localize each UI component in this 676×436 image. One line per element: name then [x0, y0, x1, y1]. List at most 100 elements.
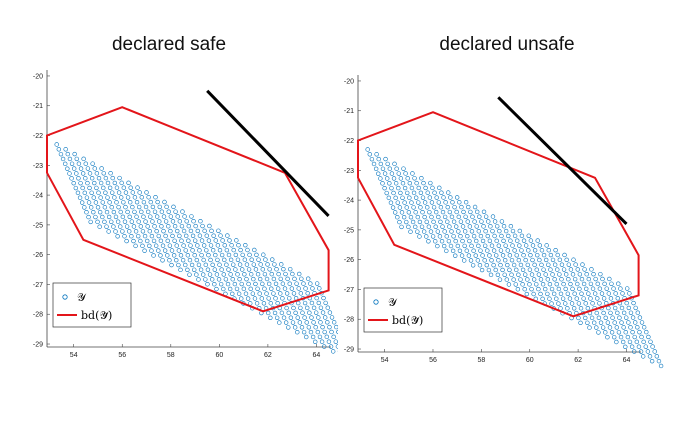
scatter-point: [198, 267, 204, 272]
scatter-point: [376, 171, 381, 176]
legend-marker-circle: [62, 294, 68, 300]
scatter-point: [460, 224, 466, 229]
scatter-point: [465, 233, 470, 239]
scatter-point: [293, 310, 298, 315]
legend-box: [52, 282, 132, 328]
scatter-point: [374, 152, 379, 157]
scatter-point: [226, 267, 231, 272]
scatter-point: [180, 209, 185, 214]
scatter-point: [295, 329, 300, 335]
scatter-point: [282, 286, 288, 291]
scatter-point: [444, 248, 449, 254]
scatter-point: [176, 262, 181, 268]
scatter-point: [106, 229, 111, 234]
scatter-point: [239, 296, 244, 301]
scatter-point: [543, 272, 548, 277]
scatter-point: [477, 263, 483, 268]
scatter-point: [652, 349, 657, 354]
y-tick-label: -24: [344, 198, 354, 205]
scatter-point: [546, 262, 551, 267]
scatter-point: [322, 344, 327, 349]
scatter-point: [272, 262, 277, 267]
scatter-point: [508, 238, 513, 243]
scatter-point: [262, 286, 267, 291]
scatter-point: [102, 205, 108, 210]
scatter-point: [58, 151, 64, 157]
scatter-point: [152, 209, 158, 214]
scatter-point: [298, 291, 304, 296]
x-tick-label: 58: [167, 352, 175, 359]
scatter-point: [248, 286, 253, 292]
scatter-point: [314, 281, 320, 286]
scatter-point: [519, 233, 525, 239]
scatter-point: [255, 272, 261, 277]
scatter-point: [107, 185, 113, 190]
scatter-point: [174, 243, 179, 248]
scatter-point: [441, 195, 446, 200]
scatter-point: [172, 238, 177, 243]
scatter-point: [409, 200, 414, 205]
scatter-point: [213, 238, 218, 243]
scatter-point: [490, 214, 496, 219]
scatter-point: [120, 229, 125, 234]
scatter-point: [81, 156, 86, 162]
y-tick-label: -22: [33, 133, 43, 140]
scatter-point: [378, 176, 383, 181]
scatter-point: [436, 200, 441, 205]
scatter-point: [199, 252, 204, 258]
scatter-point: [581, 281, 587, 287]
scatter-point: [530, 257, 535, 263]
scatter-point: [273, 281, 279, 286]
scatter-point: [222, 243, 227, 248]
y-tick-label: -29: [33, 342, 43, 349]
scatter-point: [396, 185, 401, 191]
scatter-point: [98, 195, 103, 200]
scatter-point: [456, 214, 462, 220]
scatter-point: [120, 214, 126, 220]
scatter-point: [607, 325, 613, 330]
scatter-point: [499, 219, 505, 224]
scatter-point: [421, 229, 427, 234]
scatter-point: [418, 190, 424, 195]
scatter-point: [591, 320, 597, 325]
scatter-point: [158, 238, 164, 244]
scatter-point: [418, 205, 423, 210]
scatter-point: [268, 301, 274, 306]
scatter-point: [118, 224, 123, 229]
scatter-point: [187, 257, 193, 263]
scatter-point: [281, 266, 286, 272]
y-tick-label: -28: [33, 312, 43, 319]
scatter-point: [308, 329, 314, 335]
scatter-point: [563, 286, 568, 292]
scatter-point: [144, 238, 150, 244]
scatter-point: [480, 253, 485, 258]
scatter-point: [584, 272, 589, 277]
scatter-point: [393, 181, 399, 186]
scatter-point: [106, 214, 112, 220]
legend-label: bd(𝒴̃): [392, 314, 423, 327]
scatter-point: [200, 223, 205, 229]
scatter-point: [127, 200, 133, 205]
scatter-point: [577, 286, 582, 292]
scatter-point: [465, 219, 470, 224]
scatter-point: [495, 272, 501, 278]
scatter-point: [67, 156, 73, 162]
scatter-point: [278, 276, 283, 282]
scatter-point: [602, 281, 607, 287]
scatter-point: [607, 276, 612, 282]
scatter-point: [301, 329, 307, 335]
x-tick-label: 62: [574, 357, 582, 364]
scatter-point: [537, 243, 543, 248]
scatter-point: [83, 161, 88, 166]
scatter-point: [590, 301, 595, 306]
scatter-point: [201, 257, 206, 263]
scatter-point: [209, 228, 214, 234]
scatter-point: [614, 325, 620, 330]
scatter-point: [401, 214, 407, 220]
scatter-point: [556, 286, 562, 292]
scatter-point: [550, 257, 556, 263]
scatter-point: [387, 181, 392, 186]
scatter-point: [176, 248, 182, 253]
scatter-point: [438, 205, 444, 210]
scatter-point: [399, 224, 404, 230]
